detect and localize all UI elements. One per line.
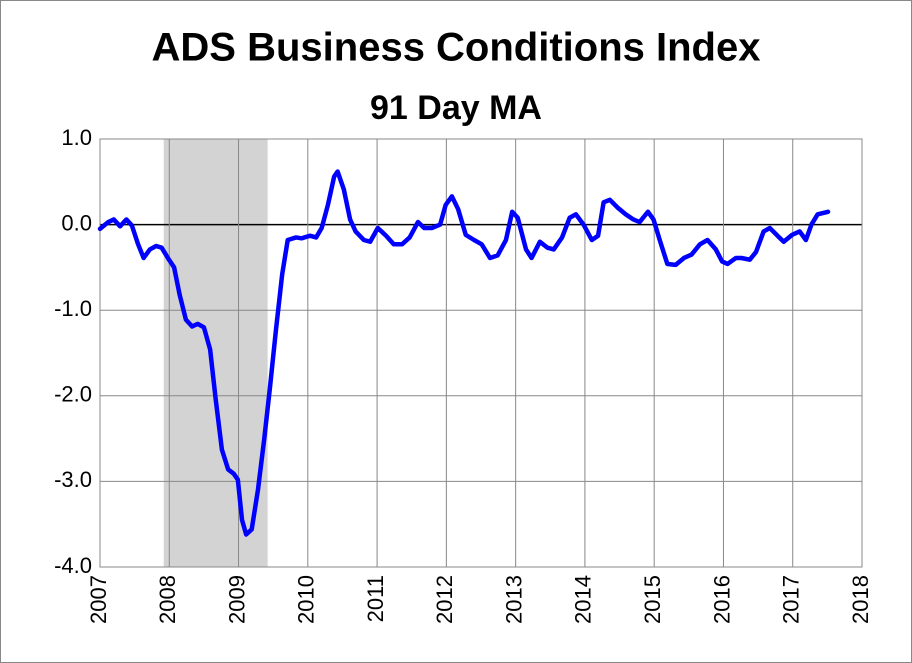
x-tick-label: 2012 [432, 575, 457, 624]
x-tick-label: 2016 [709, 575, 734, 624]
x-tick-label: 2009 [224, 575, 249, 624]
chart-subtitle: 91 Day MA [370, 89, 542, 127]
data-line [97, 169, 831, 537]
x-tick-label: 2018 [848, 575, 873, 624]
chart-title: ADS Business Conditions Index [152, 26, 761, 70]
shaded-region [163, 139, 268, 567]
x-tick-label: 2010 [294, 575, 319, 624]
x-tick-label: 2007 [86, 575, 111, 624]
x-tick-label: 2017 [779, 575, 804, 624]
x-tick-label: 2014 [571, 575, 596, 624]
y-tick-label: -4.0 [54, 553, 92, 578]
x-tick-label: 2011 [363, 575, 388, 622]
y-tick-label: 0.0 [61, 210, 92, 235]
y-tick-label: -1.0 [54, 296, 92, 321]
y-tick-label: 1.0 [61, 125, 92, 150]
y-tick-label: -3.0 [54, 467, 92, 492]
x-tick-label: 2015 [640, 575, 665, 624]
y-tick-label: -2.0 [54, 382, 92, 407]
x-tick-label: 2008 [155, 575, 180, 624]
x-tick-label: 2013 [501, 575, 526, 624]
